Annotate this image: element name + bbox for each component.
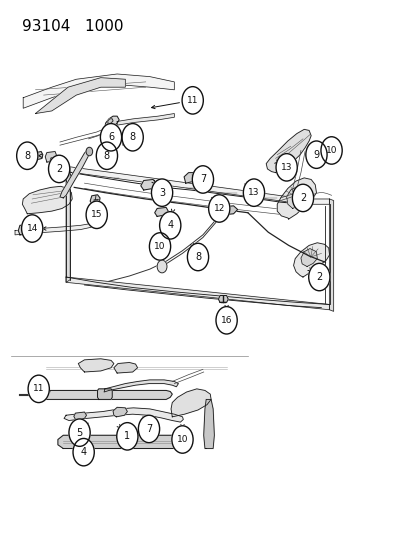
Polygon shape — [218, 295, 228, 302]
Polygon shape — [117, 114, 174, 125]
Text: 2: 2 — [316, 272, 322, 282]
Polygon shape — [97, 389, 112, 399]
Circle shape — [292, 184, 313, 212]
Text: 13: 13 — [280, 163, 292, 172]
Circle shape — [243, 179, 264, 206]
Circle shape — [138, 415, 159, 443]
Circle shape — [96, 142, 117, 169]
Circle shape — [149, 233, 170, 260]
Polygon shape — [104, 116, 119, 131]
Polygon shape — [66, 277, 329, 310]
Polygon shape — [22, 228, 28, 233]
Circle shape — [73, 439, 94, 466]
Circle shape — [171, 426, 192, 453]
Polygon shape — [15, 223, 93, 235]
Polygon shape — [277, 178, 316, 219]
Text: 10: 10 — [325, 146, 337, 155]
Polygon shape — [66, 166, 329, 204]
Circle shape — [216, 306, 237, 334]
Text: 2: 2 — [299, 193, 305, 203]
Circle shape — [275, 154, 297, 181]
Polygon shape — [154, 207, 168, 216]
Circle shape — [86, 201, 107, 229]
Circle shape — [192, 166, 213, 193]
Text: 14: 14 — [26, 224, 38, 233]
Text: 15: 15 — [91, 211, 102, 219]
Text: 10: 10 — [176, 435, 188, 444]
Polygon shape — [45, 151, 57, 162]
Circle shape — [122, 124, 143, 151]
Text: 8: 8 — [104, 151, 110, 161]
Text: 10: 10 — [154, 242, 165, 251]
Polygon shape — [300, 248, 316, 266]
Text: 7: 7 — [199, 174, 206, 184]
Polygon shape — [171, 389, 211, 417]
Polygon shape — [121, 132, 133, 145]
Polygon shape — [107, 119, 113, 124]
Circle shape — [182, 87, 203, 114]
Circle shape — [193, 244, 203, 257]
Text: 2: 2 — [56, 164, 62, 174]
Text: 11: 11 — [187, 96, 198, 105]
Text: 13: 13 — [248, 188, 259, 197]
Polygon shape — [74, 412, 86, 419]
Text: 5: 5 — [76, 427, 83, 438]
Circle shape — [69, 419, 90, 446]
Polygon shape — [293, 243, 329, 277]
Polygon shape — [90, 195, 100, 204]
Polygon shape — [64, 408, 183, 422]
Circle shape — [308, 263, 329, 291]
Text: 8: 8 — [195, 252, 201, 262]
Circle shape — [187, 243, 208, 271]
Circle shape — [116, 423, 138, 450]
Text: 1: 1 — [124, 431, 130, 441]
Text: 4: 4 — [167, 220, 173, 230]
Polygon shape — [104, 380, 178, 392]
Polygon shape — [60, 149, 90, 198]
Circle shape — [151, 179, 172, 206]
Text: 3: 3 — [159, 188, 165, 198]
Circle shape — [17, 142, 38, 169]
Polygon shape — [58, 435, 184, 448]
Circle shape — [157, 260, 166, 273]
Polygon shape — [113, 407, 127, 417]
Text: 16: 16 — [220, 316, 232, 325]
Circle shape — [208, 195, 229, 222]
Circle shape — [305, 141, 326, 168]
Text: 93104   1000: 93104 1000 — [22, 19, 123, 34]
Text: 11: 11 — [33, 384, 44, 393]
Text: 7: 7 — [145, 424, 152, 434]
Polygon shape — [23, 74, 174, 108]
Polygon shape — [329, 199, 333, 311]
Polygon shape — [219, 206, 237, 215]
Circle shape — [21, 215, 43, 242]
Polygon shape — [114, 362, 137, 373]
Text: 6: 6 — [108, 132, 114, 142]
Circle shape — [28, 375, 49, 402]
Text: 8: 8 — [24, 151, 30, 161]
Polygon shape — [203, 399, 214, 448]
Polygon shape — [18, 224, 32, 235]
Polygon shape — [266, 130, 311, 173]
Polygon shape — [36, 78, 125, 114]
Circle shape — [86, 147, 93, 156]
Circle shape — [320, 137, 342, 164]
Circle shape — [48, 155, 70, 183]
Polygon shape — [22, 187, 72, 214]
Circle shape — [100, 124, 121, 151]
Polygon shape — [38, 391, 172, 399]
Polygon shape — [50, 157, 62, 166]
Polygon shape — [184, 173, 198, 183]
Polygon shape — [66, 166, 70, 282]
Text: 8: 8 — [129, 132, 135, 142]
Polygon shape — [286, 187, 304, 208]
Text: 4: 4 — [81, 447, 86, 457]
Text: 9: 9 — [313, 150, 319, 160]
Polygon shape — [36, 151, 43, 160]
Polygon shape — [140, 180, 156, 190]
Text: 12: 12 — [213, 204, 224, 213]
Circle shape — [159, 212, 180, 239]
Polygon shape — [78, 359, 114, 372]
